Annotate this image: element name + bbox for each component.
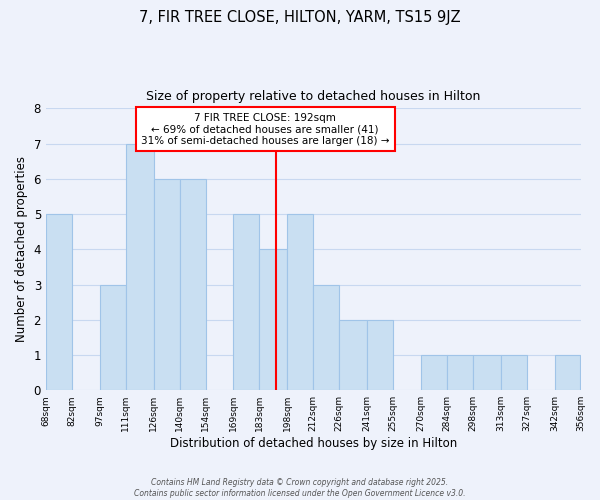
Bar — [367, 320, 393, 390]
Y-axis label: Number of detached properties: Number of detached properties — [15, 156, 28, 342]
Bar — [154, 179, 179, 390]
Bar — [46, 214, 72, 390]
Title: Size of property relative to detached houses in Hilton: Size of property relative to detached ho… — [146, 90, 481, 103]
Bar — [473, 355, 500, 390]
Text: 7, FIR TREE CLOSE, HILTON, YARM, TS15 9JZ: 7, FIR TREE CLOSE, HILTON, YARM, TS15 9J… — [139, 10, 461, 25]
Bar — [259, 250, 287, 390]
Bar — [554, 355, 580, 390]
Text: 7 FIR TREE CLOSE: 192sqm
← 69% of detached houses are smaller (41)
31% of semi-d: 7 FIR TREE CLOSE: 192sqm ← 69% of detach… — [141, 112, 389, 146]
Bar — [179, 179, 206, 390]
Bar — [233, 214, 259, 390]
Bar — [313, 284, 339, 390]
Text: Contains HM Land Registry data © Crown copyright and database right 2025.
Contai: Contains HM Land Registry data © Crown c… — [134, 478, 466, 498]
Bar — [421, 355, 447, 390]
Bar — [447, 355, 473, 390]
X-axis label: Distribution of detached houses by size in Hilton: Distribution of detached houses by size … — [170, 437, 457, 450]
Bar — [126, 144, 154, 390]
Bar — [287, 214, 313, 390]
Bar — [339, 320, 367, 390]
Bar — [100, 284, 126, 390]
Bar — [500, 355, 527, 390]
